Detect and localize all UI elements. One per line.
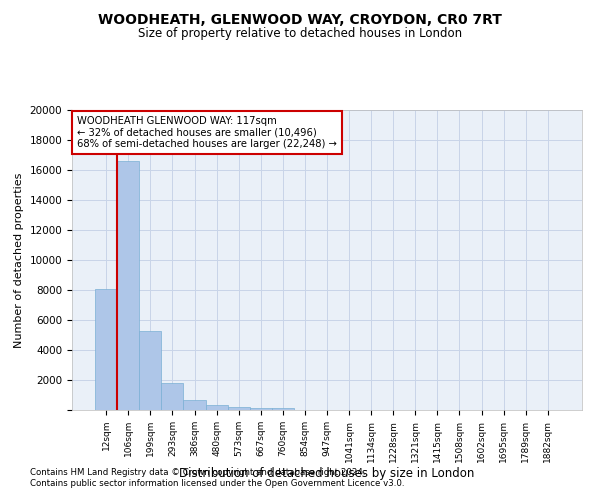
Bar — [117, 161, 139, 410]
Bar — [206, 405, 227, 410]
Bar — [161, 383, 184, 410]
Bar — [184, 400, 206, 410]
Bar — [139, 330, 161, 410]
X-axis label: Distribution of detached houses by size in London: Distribution of detached houses by size … — [179, 468, 475, 480]
Text: Contains HM Land Registry data © Crown copyright and database right 2024.
Contai: Contains HM Land Registry data © Crown c… — [30, 468, 404, 487]
Text: Size of property relative to detached houses in London: Size of property relative to detached ho… — [138, 28, 462, 40]
Text: WOODHEATH GLENWOOD WAY: 117sqm
← 32% of detached houses are smaller (10,496)
68%: WOODHEATH GLENWOOD WAY: 117sqm ← 32% of … — [77, 116, 337, 149]
Y-axis label: Number of detached properties: Number of detached properties — [14, 172, 24, 348]
Bar — [272, 408, 294, 410]
Bar — [227, 408, 250, 410]
Bar — [95, 288, 117, 410]
Bar — [250, 408, 272, 410]
Text: WOODHEATH, GLENWOOD WAY, CROYDON, CR0 7RT: WOODHEATH, GLENWOOD WAY, CROYDON, CR0 7R… — [98, 12, 502, 26]
